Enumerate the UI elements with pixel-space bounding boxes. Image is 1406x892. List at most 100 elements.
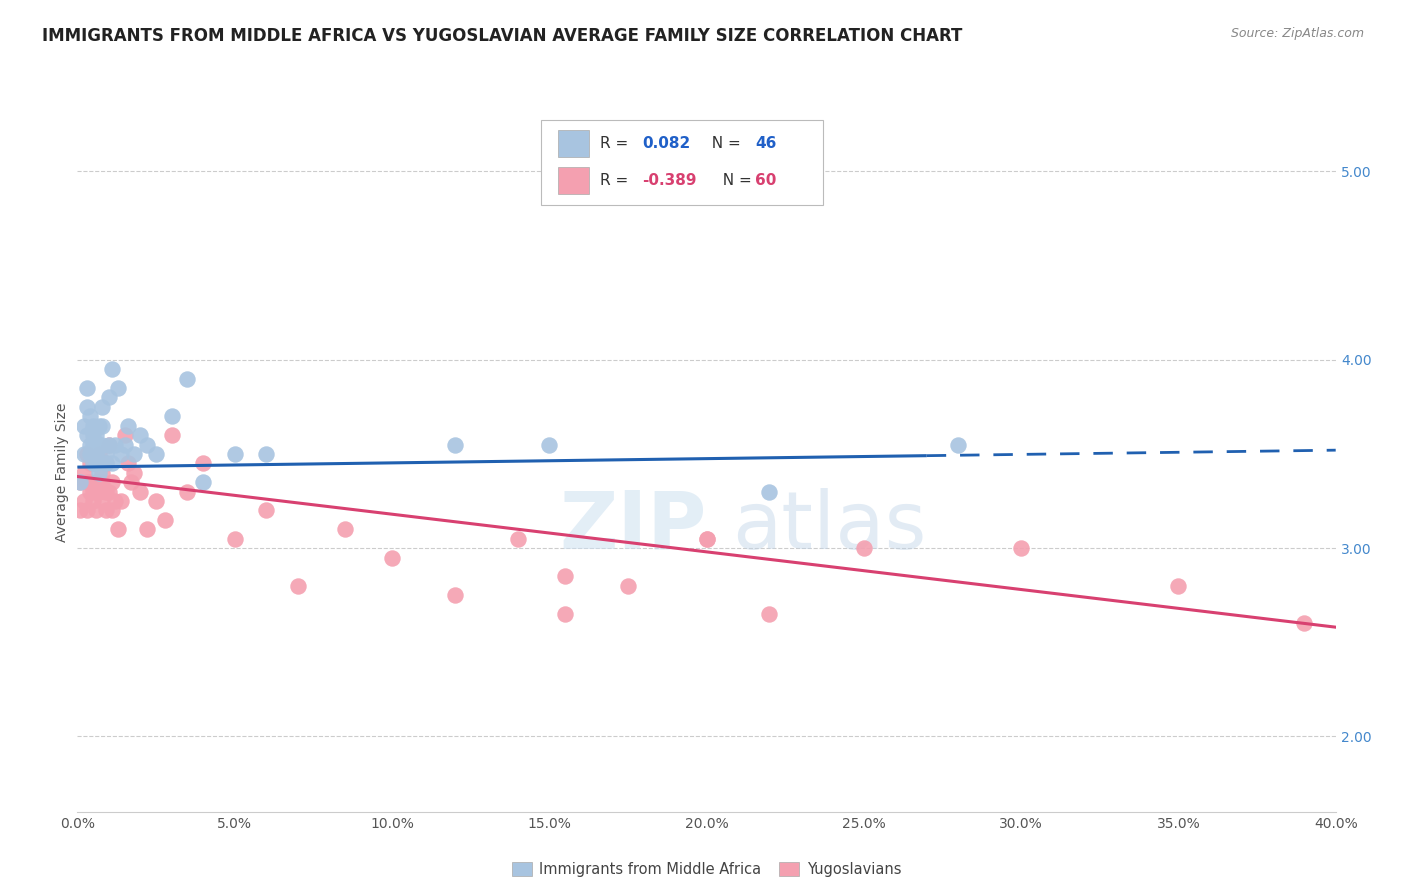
Point <box>191 456 215 470</box>
Point <box>114 428 136 442</box>
Point <box>333 522 356 536</box>
Point <box>696 532 718 546</box>
Point <box>97 391 120 405</box>
Point <box>176 371 198 385</box>
Point <box>444 437 467 451</box>
Point <box>1167 579 1189 593</box>
Point <box>101 503 124 517</box>
Point <box>145 447 167 461</box>
Point <box>97 437 120 451</box>
Point <box>97 484 120 499</box>
Point <box>110 494 132 508</box>
Point <box>82 428 104 442</box>
Point <box>101 475 124 490</box>
Point <box>82 418 104 433</box>
Point <box>114 437 136 451</box>
Point <box>94 456 117 470</box>
Point <box>117 418 139 433</box>
Point <box>82 484 104 499</box>
Point <box>852 541 875 555</box>
Point <box>79 437 101 451</box>
Point <box>122 447 145 461</box>
Point <box>91 494 114 508</box>
Point <box>84 447 107 461</box>
Text: -0.389: -0.389 <box>643 173 697 188</box>
Point <box>72 447 94 461</box>
Point <box>1010 541 1032 555</box>
Point <box>84 456 107 470</box>
Point <box>94 447 117 461</box>
Point <box>135 437 157 451</box>
Point <box>82 456 104 470</box>
Point <box>254 503 277 517</box>
Point <box>89 447 111 461</box>
Point <box>101 362 124 376</box>
Point <box>84 475 107 490</box>
Point <box>82 437 104 451</box>
Point <box>72 494 94 508</box>
Point <box>89 466 111 480</box>
Point <box>101 456 124 470</box>
Point <box>129 428 152 442</box>
Legend: Immigrants from Middle Africa, Yugoslavians: Immigrants from Middle Africa, Yugoslavi… <box>506 855 907 882</box>
Point <box>76 475 98 490</box>
Text: 46: 46 <box>755 136 776 151</box>
Point <box>94 456 117 470</box>
Point <box>444 588 467 602</box>
Point <box>696 532 718 546</box>
Point <box>82 456 104 470</box>
Point <box>91 475 114 490</box>
Point <box>79 475 101 490</box>
Text: N =: N = <box>713 173 756 188</box>
Point <box>72 466 94 480</box>
Text: atlas: atlas <box>731 488 927 566</box>
Point <box>1294 616 1316 631</box>
Point <box>120 475 142 490</box>
Point <box>145 494 167 508</box>
Point <box>76 381 98 395</box>
Point <box>381 550 404 565</box>
Point <box>948 437 970 451</box>
Point <box>554 569 576 583</box>
Point <box>97 437 120 451</box>
Point <box>554 607 576 621</box>
Point <box>191 475 215 490</box>
Point <box>122 466 145 480</box>
Point <box>84 456 107 470</box>
Point <box>79 456 101 470</box>
Point <box>91 466 114 480</box>
Point <box>160 409 183 424</box>
Point <box>91 400 114 414</box>
Point <box>76 447 98 461</box>
Point <box>107 522 129 536</box>
Point <box>89 437 111 451</box>
Point <box>76 400 98 414</box>
Point <box>254 447 277 461</box>
Point <box>506 532 529 546</box>
Point <box>224 532 246 546</box>
Point <box>129 484 152 499</box>
Point <box>69 503 91 517</box>
Text: N =: N = <box>702 136 745 151</box>
Point <box>224 447 246 461</box>
Text: ZIP: ZIP <box>560 488 707 566</box>
Point <box>89 418 111 433</box>
Point <box>617 579 640 593</box>
Point <box>79 484 101 499</box>
Point <box>135 522 157 536</box>
Point <box>104 494 127 508</box>
Point <box>155 513 177 527</box>
Text: R =: R = <box>600 173 634 188</box>
Point <box>89 484 111 499</box>
Point <box>76 503 98 517</box>
Point <box>176 484 198 499</box>
Point <box>287 579 309 593</box>
Point <box>104 437 127 451</box>
Point <box>758 607 780 621</box>
Point <box>91 418 114 433</box>
Point <box>758 484 780 499</box>
Point <box>117 456 139 470</box>
Point <box>94 484 117 499</box>
Point <box>84 503 107 517</box>
Point <box>538 437 561 451</box>
